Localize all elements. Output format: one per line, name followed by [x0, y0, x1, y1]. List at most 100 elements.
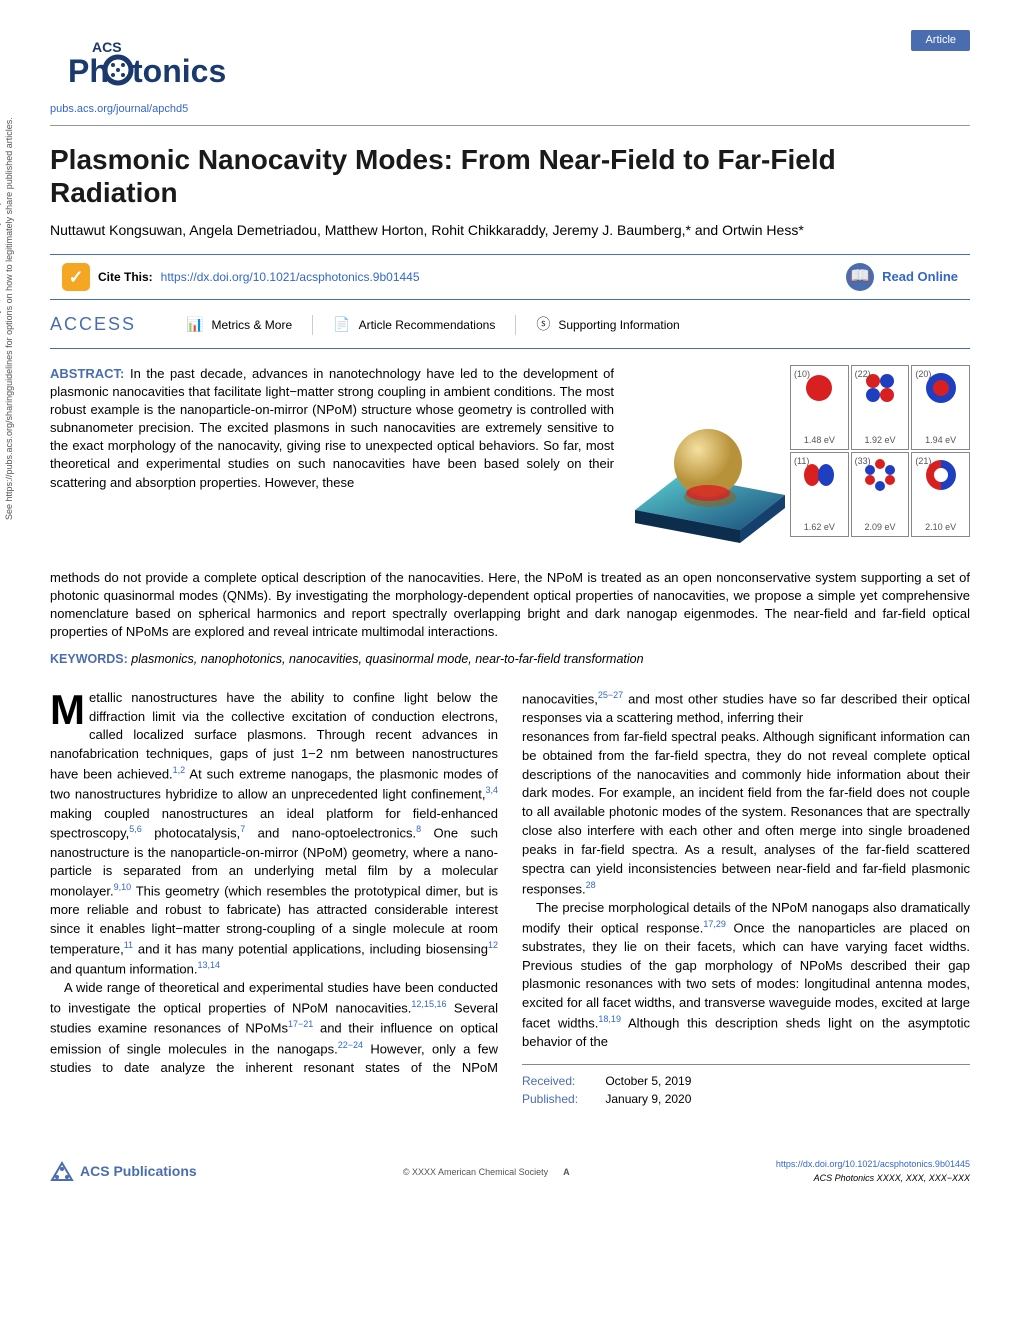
access-label: ACCESS	[50, 312, 166, 337]
mode-cell-10: (10) 1.48 eV	[790, 365, 849, 450]
abstract-area: ABSTRACT: In the past decade, advances i…	[50, 365, 970, 555]
received-date: October 5, 2019	[605, 1074, 691, 1088]
abstract-continued: methods do not provide a complete optica…	[50, 569, 970, 642]
acs-pub-text: ACS Publications	[80, 1162, 197, 1182]
keywords-text: plasmonics, nanophotonics, nanocavities,…	[131, 652, 643, 666]
mode-label: (21)	[915, 455, 931, 468]
header: ACS Ph tonics pubs.acs.org/journal/apchd…	[50, 30, 970, 117]
article-type-badge: Article	[911, 30, 970, 51]
sidetext-line2: See https://pubs.acs.org/sharingguidelin…	[3, 120, 16, 520]
body-p1: Metallic nanostructures have the ability…	[50, 689, 498, 980]
abstract-left-text: ABSTRACT: In the past decade, advances i…	[50, 365, 614, 555]
ref[interactable]: 25−27	[598, 690, 623, 700]
keywords-label: KEYWORDS:	[50, 652, 128, 666]
dropcap: M	[50, 689, 89, 727]
recommendations-cell[interactable]: 📄 Article Recommendations	[313, 315, 516, 335]
check-icon: ✓	[62, 263, 90, 291]
abstract-label: ABSTRACT:	[50, 366, 124, 381]
npom-3d-scene	[630, 415, 790, 545]
mode-grid: (10) 1.48 eV (22) 1.92 eV (20)	[790, 365, 970, 537]
acs-photonics-logo: ACS Ph tonics	[50, 30, 230, 100]
mode-label: (11)	[794, 455, 809, 468]
p1i: and quantum information.	[50, 962, 197, 977]
body-p4: The precise morphological details of the…	[522, 899, 970, 1052]
author-list: Nuttawut Kongsuwan, Angela Demetriadou, …	[50, 221, 970, 241]
mode-cell-22: (22) 1.92 eV	[851, 365, 910, 450]
journal-url-link[interactable]: pubs.acs.org/journal/apchd5	[50, 102, 230, 117]
p1d: photocatalysis,	[142, 826, 240, 841]
cite-label: Cite This:	[98, 269, 153, 286]
ref[interactable]: 12	[488, 940, 498, 950]
footer-center: © XXXX American Chemical Society A	[403, 1166, 570, 1179]
mode-energy: 1.62 eV	[804, 521, 835, 534]
read-online-cell: 📖 Read Online	[834, 255, 970, 299]
published-date: January 9, 2020	[605, 1092, 691, 1106]
mode-label: (33)	[855, 455, 871, 468]
footer-doi-link[interactable]: https://dx.doi.org/10.1021/acsphotonics.…	[776, 1159, 970, 1169]
mode-energy: 1.48 eV	[804, 434, 835, 447]
mode-cell-20: (20) 1.94 eV	[911, 365, 970, 450]
cite-this-cell: ✓ Cite This: https://dx.doi.org/10.1021/…	[50, 255, 834, 299]
si-label: Supporting Information	[558, 317, 679, 334]
access-row: ACCESS 📊 Metrics & More 📄 Article Recomm…	[50, 302, 970, 348]
abstract-text-left: In the past decade, advances in nanotech…	[50, 366, 614, 490]
body-p3: resonances from far-field spectral peaks…	[522, 728, 970, 899]
mode-energy: 1.92 eV	[864, 434, 895, 447]
page-letter: A	[563, 1167, 570, 1177]
journal-volume: ACS Photonics XXXX, XXX, XXX−XXX	[814, 1173, 970, 1183]
mode-energy: 2.10 eV	[925, 521, 956, 534]
metrics-label: Metrics & More	[211, 317, 292, 334]
ref[interactable]: 13,14	[197, 960, 220, 970]
page: Downloaded via UNIV OF CAMBRIDGE on Febr…	[0, 0, 1020, 1226]
read-online-link[interactable]: Read Online	[882, 268, 958, 286]
ref[interactable]: 5,6	[129, 824, 142, 834]
mode-cell-11: (11) 1.62 eV	[790, 452, 849, 537]
p1e: and nano-optoelectronics.	[245, 826, 416, 841]
copyright-text: © XXXX American Chemical Society	[403, 1167, 548, 1177]
published-label: Published:	[522, 1091, 602, 1108]
abstract-figure: (10) 1.48 eV (22) 1.92 eV (20)	[630, 365, 970, 555]
ref[interactable]: 28	[586, 880, 596, 890]
keywords-row: KEYWORDS: plasmonics, nanophotonics, nan…	[50, 651, 970, 669]
si-cell[interactable]: ⓢ Supporting Information	[516, 315, 699, 335]
body-columns: Metallic nanostructures have the ability…	[50, 689, 970, 1108]
mode-energy: 1.94 eV	[925, 434, 956, 447]
doi-link[interactable]: https://dx.doi.org/10.1021/acsphotonics.…	[161, 269, 420, 286]
bar-chart-icon: 📊	[186, 315, 203, 335]
mode-label: (22)	[855, 368, 871, 381]
ref[interactable]: 12,15,16	[411, 999, 446, 1009]
mode-cell-21: (21) 2.10 eV	[911, 452, 970, 537]
footer-right: https://dx.doi.org/10.1021/acsphotonics.…	[776, 1158, 970, 1186]
received-row: Received: October 5, 2019	[522, 1073, 970, 1090]
mode-label: (20)	[915, 368, 931, 381]
ref[interactable]: 17,29	[703, 919, 726, 929]
journal-logo-area: ACS Ph tonics pubs.acs.org/journal/apchd…	[50, 30, 230, 117]
p3a: resonances from far-field spectral peaks…	[522, 729, 970, 896]
metrics-cell[interactable]: 📊 Metrics & More	[166, 315, 313, 335]
page-footer: ACS Publications © XXXX American Chemica…	[50, 1148, 970, 1186]
mode-label: (10)	[794, 368, 810, 381]
published-row: Published: January 9, 2020	[522, 1091, 970, 1108]
received-box: Received: October 5, 2019 Published: Jan…	[522, 1064, 970, 1108]
svg-text:tonics: tonics	[132, 53, 226, 89]
book-icon: 📖	[846, 263, 874, 291]
cite-row: ✓ Cite This: https://dx.doi.org/10.1021/…	[50, 254, 970, 300]
mode-energy: 2.09 eV	[864, 521, 895, 534]
article-title: Plasmonic Nanocavity Modes: From Near-Fi…	[50, 144, 970, 208]
p4b: Once the nanoparticles are placed on sub…	[522, 920, 970, 1031]
ref[interactable]: 3,4	[485, 785, 498, 795]
mode-cell-33: (33) 2.09 eV	[851, 452, 910, 537]
ref[interactable]: 17−21	[288, 1019, 313, 1029]
acs-triangle-icon	[50, 1160, 74, 1184]
si-icon: ⓢ	[536, 315, 550, 335]
ref[interactable]: 18,19	[598, 1014, 621, 1024]
ref[interactable]: 11	[124, 940, 133, 950]
header-divider	[50, 125, 970, 126]
acs-publications-logo: ACS Publications	[50, 1160, 197, 1184]
ref[interactable]: 1,2	[173, 765, 186, 775]
p2a: A wide range of theoretical and experime…	[50, 980, 498, 1015]
ref[interactable]: 22−24	[338, 1040, 363, 1050]
recommendations-label: Article Recommendations	[359, 317, 496, 334]
p1h: and it has many potential applications, …	[133, 941, 488, 956]
ref[interactable]: 9,10	[114, 882, 132, 892]
